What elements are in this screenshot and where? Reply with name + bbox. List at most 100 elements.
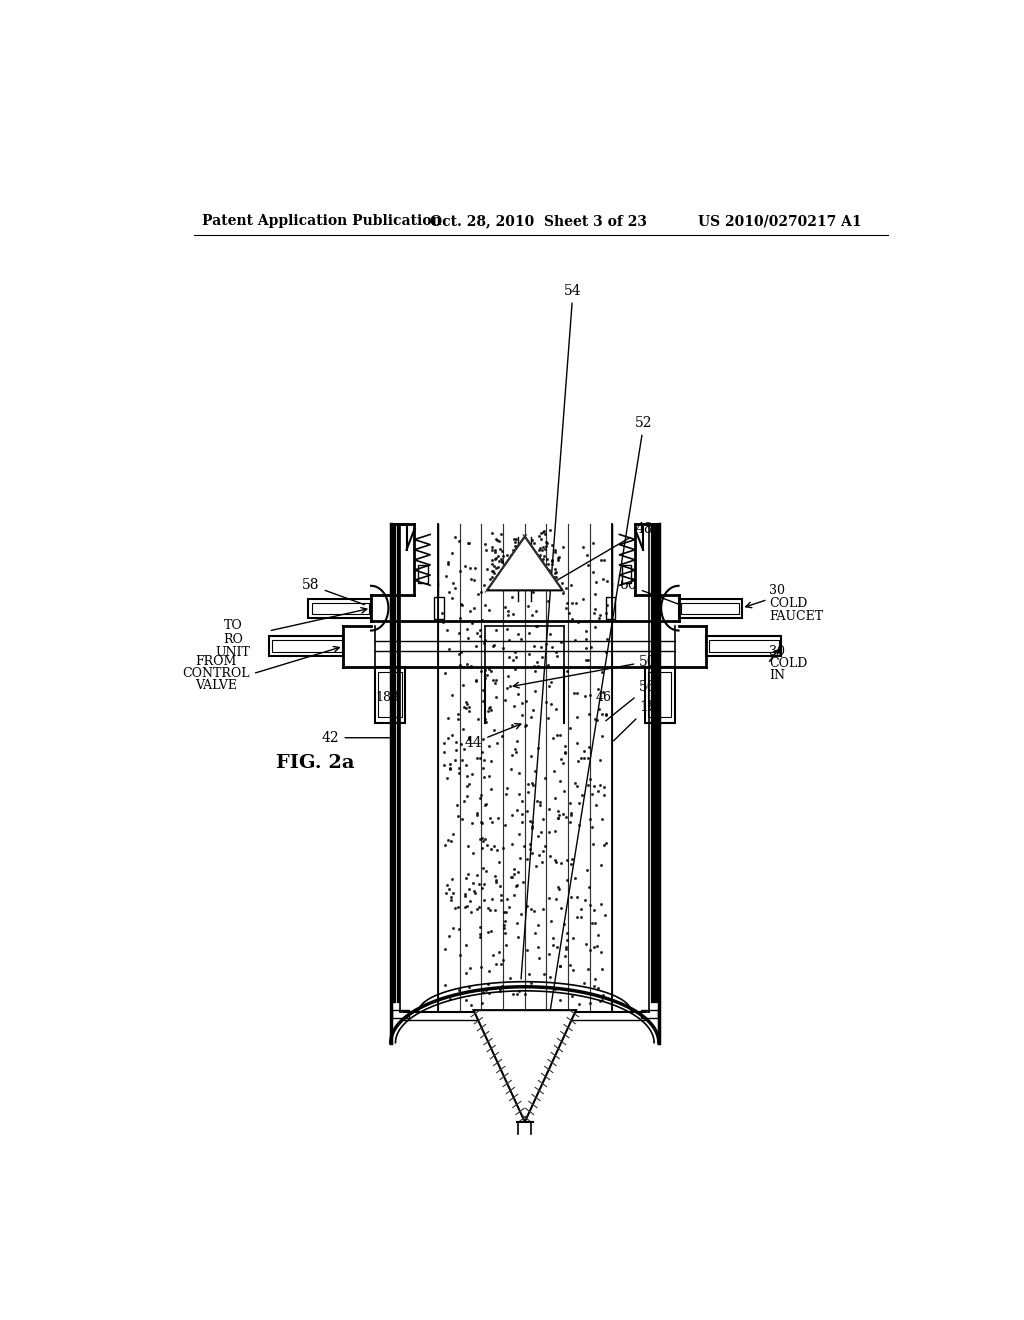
- Point: [464, 612, 480, 634]
- Point: [505, 548, 521, 569]
- Point: [473, 660, 489, 681]
- Point: [548, 888, 564, 909]
- Text: US 2010/0270217 A1: US 2010/0270217 A1: [698, 214, 862, 228]
- Point: [492, 539, 508, 560]
- Point: [558, 870, 574, 891]
- Point: [523, 558, 540, 579]
- Point: [483, 751, 500, 772]
- Point: [438, 566, 455, 587]
- Point: [546, 566, 562, 587]
- Point: [538, 692, 554, 713]
- Point: [458, 867, 474, 888]
- Point: [436, 742, 453, 763]
- Point: [497, 814, 513, 836]
- Point: [573, 784, 590, 805]
- Point: [521, 566, 538, 587]
- Point: [587, 775, 603, 796]
- Point: [538, 836, 554, 857]
- Point: [499, 888, 515, 909]
- Point: [513, 903, 529, 924]
- Point: [578, 620, 594, 642]
- Point: [525, 582, 542, 603]
- Point: [503, 866, 519, 887]
- Point: [450, 805, 466, 826]
- Text: 50: 50: [513, 655, 656, 688]
- Bar: [648, 672, 672, 718]
- Point: [545, 928, 561, 949]
- Point: [457, 896, 473, 917]
- Point: [530, 568, 547, 589]
- Point: [568, 733, 585, 754]
- Point: [551, 990, 567, 1011]
- Point: [480, 735, 497, 756]
- Point: [493, 884, 509, 906]
- Point: [520, 964, 537, 985]
- Point: [530, 655, 547, 676]
- Point: [486, 899, 503, 920]
- Point: [469, 865, 485, 886]
- Point: [437, 663, 454, 684]
- Point: [594, 958, 610, 979]
- Point: [556, 913, 572, 935]
- Point: [504, 554, 520, 576]
- Point: [447, 739, 464, 760]
- Point: [481, 808, 498, 829]
- Point: [587, 616, 603, 638]
- Point: [483, 920, 500, 941]
- Point: [599, 572, 615, 593]
- Point: [506, 863, 522, 884]
- Point: [479, 558, 496, 579]
- Point: [544, 550, 560, 572]
- Point: [508, 528, 524, 549]
- Point: [441, 754, 458, 775]
- Point: [557, 598, 573, 619]
- Point: [472, 788, 488, 809]
- Point: [450, 795, 466, 816]
- Point: [508, 647, 524, 668]
- Point: [462, 601, 478, 622]
- Point: [479, 898, 496, 919]
- Point: [577, 741, 593, 762]
- Point: [502, 630, 518, 651]
- Point: [471, 896, 487, 917]
- Point: [507, 532, 523, 553]
- Point: [500, 605, 516, 626]
- Point: [566, 867, 583, 888]
- Point: [550, 807, 566, 828]
- Point: [553, 631, 569, 652]
- Point: [469, 804, 485, 825]
- Point: [553, 898, 569, 919]
- Point: [599, 628, 615, 649]
- Point: [513, 628, 529, 649]
- Point: [597, 904, 613, 925]
- Point: [522, 744, 539, 766]
- Point: [593, 549, 609, 570]
- Point: [476, 709, 493, 730]
- Point: [535, 809, 551, 830]
- Point: [555, 752, 571, 774]
- Point: [481, 960, 498, 981]
- Point: [531, 795, 548, 816]
- Point: [454, 594, 470, 615]
- Point: [508, 566, 524, 587]
- Point: [506, 566, 522, 587]
- Point: [444, 917, 461, 939]
- Point: [591, 609, 607, 630]
- Point: [497, 597, 513, 618]
- Point: [581, 876, 597, 898]
- Point: [539, 548, 555, 569]
- Point: [531, 539, 548, 560]
- Point: [481, 697, 498, 718]
- Point: [514, 692, 530, 713]
- Point: [506, 528, 522, 549]
- Point: [535, 521, 551, 543]
- Point: [460, 532, 476, 553]
- Point: [494, 524, 510, 545]
- Point: [464, 763, 480, 784]
- Point: [503, 759, 519, 780]
- Point: [499, 544, 515, 565]
- Text: 56: 56: [606, 680, 656, 721]
- Point: [529, 556, 546, 577]
- Point: [511, 824, 527, 845]
- Point: [541, 944, 557, 965]
